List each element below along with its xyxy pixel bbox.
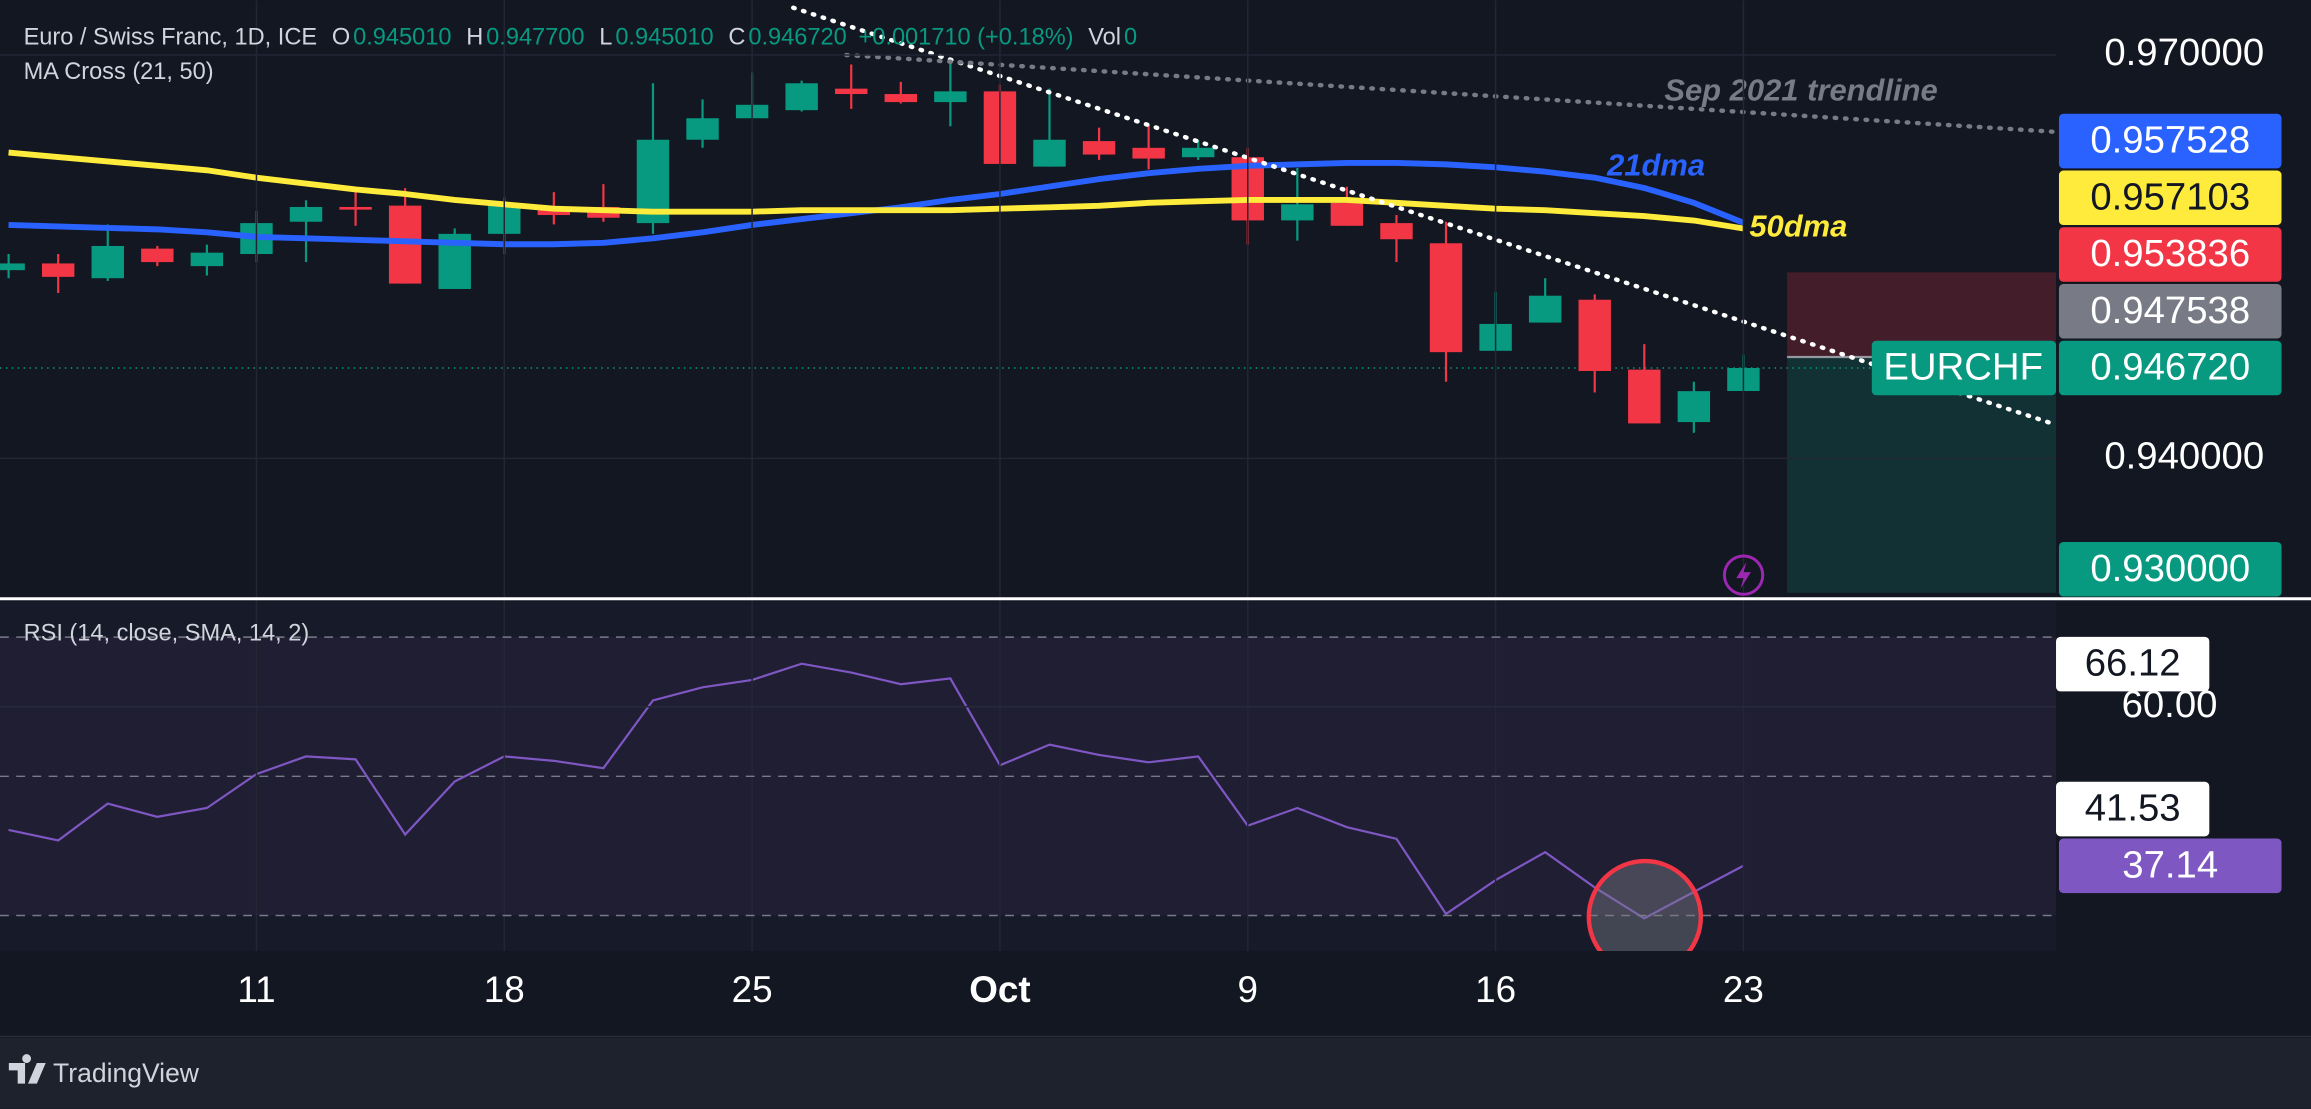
- logo-icon[interactable]: [8, 1054, 46, 1084]
- candle-body: [141, 248, 174, 263]
- price-label-box: [2058, 541, 2282, 597]
- price-label-box: [2058, 340, 2282, 396]
- trendline-label: Sep 2021 trendline: [1664, 72, 1937, 107]
- legend-value: 0.946720: [748, 24, 846, 50]
- candle-body: [1429, 243, 1463, 353]
- price-label: 0.957528: [2090, 119, 2250, 162]
- legend-value: 0.945010: [353, 24, 451, 50]
- candle-body: [1132, 147, 1165, 159]
- target-zone: [1787, 357, 2057, 593]
- candle-body: [289, 206, 323, 222]
- candle-body: [785, 83, 818, 111]
- x-tick-label: Oct: [969, 969, 1030, 1010]
- plot: Sep 2021 trendline 11 18 25 Oct 9 16 23 0.970000…: [0, 0, 2282, 1010]
- candle-body: [190, 252, 224, 267]
- legend-value: 0.947700: [486, 24, 584, 50]
- legend-value: 0.945010: [615, 24, 713, 50]
- candle-body: [1380, 223, 1413, 240]
- candle-body: [934, 91, 967, 103]
- x-tick-label: 25: [732, 969, 773, 1010]
- candle-body: [41, 263, 75, 277]
- price-label: 0.946720: [2090, 346, 2250, 389]
- highlight-circle: [1586, 858, 1704, 951]
- x-tick-label: 23: [1723, 969, 1764, 1010]
- candle-body: [1528, 295, 1562, 323]
- price-label: 66.12: [2085, 642, 2181, 685]
- candle-body: [1677, 391, 1711, 423]
- price-label-box: [2058, 838, 2282, 894]
- x-tick-label: 11: [237, 969, 275, 1010]
- rsi-line: [8, 662, 1744, 920]
- x-tick-label: 18: [484, 969, 525, 1010]
- candle-body: [686, 118, 719, 140]
- y-tick-label: 0.970000: [2104, 31, 2264, 74]
- candle-body: [0, 263, 25, 271]
- legend-value: +0.001710 (+0.18%): [859, 24, 1074, 50]
- trendline: [791, 5, 2057, 427]
- candle-body: [388, 205, 422, 284]
- symbol-label: EURCHF: [1883, 346, 2043, 389]
- price-label-box: [2058, 113, 2282, 169]
- candle-body: [1082, 141, 1116, 155]
- x-tick-label: 9: [1238, 969, 1258, 1010]
- candle-body: [884, 94, 918, 103]
- rsi-plot: [0, 637, 2057, 920]
- price-label: 0.930000: [2090, 547, 2250, 590]
- logo[interactable]: TradingView: [8, 1054, 200, 1088]
- legend-key: L: [599, 24, 612, 50]
- price-label: 41.53: [2085, 787, 2181, 830]
- ma-line: [8, 149, 1744, 232]
- legend-title: Euro / Swiss Franc, 1D, ICE: [24, 24, 318, 50]
- candle-body: [1330, 202, 1364, 226]
- rsi-title: RSI (14, close, SMA, 14, 2): [24, 619, 310, 645]
- ma-label: 21dma: [1606, 148, 1705, 183]
- legend-key: C: [728, 24, 745, 50]
- price-label-box: [2058, 227, 2282, 282]
- highlight: [1586, 858, 1704, 951]
- alert-icon[interactable]: [1722, 554, 1765, 596]
- y-tick-label: 0.940000: [2104, 434, 2264, 477]
- price-label: 37.14: [2122, 843, 2218, 886]
- candle-body: [1578, 299, 1611, 371]
- price-label-box: [2058, 284, 2282, 339]
- indicator-title: MA Cross (21, 50): [24, 58, 214, 84]
- price-label: 0.947538: [2090, 289, 2250, 332]
- ma-label: 50dma: [1749, 209, 1847, 244]
- legend-key: Vol: [1088, 24, 1121, 50]
- trendline: [844, 52, 2057, 135]
- legend-value: 0: [1124, 24, 1137, 50]
- legend-key: H: [466, 24, 483, 50]
- alert-bolt[interactable]: [1736, 561, 1751, 589]
- price-label-box: [2058, 170, 2282, 226]
- price-label-box: [2056, 636, 2210, 692]
- footer-bar: [0, 1037, 2311, 1109]
- symbol-label-box: [1871, 340, 2057, 396]
- x-tick-label: 16: [1475, 969, 1516, 1010]
- candle-body: [91, 245, 124, 279]
- candle-body: [1281, 204, 1314, 221]
- legend: Euro / Swiss Franc, 1D, ICE O 0.945010 H 0.9…: [24, 24, 1138, 50]
- alert-circle[interactable]: [1722, 554, 1765, 596]
- price-label: 0.953836: [2090, 232, 2250, 275]
- candle-body: [1033, 139, 1066, 167]
- price-label: 0.957103: [2090, 175, 2250, 218]
- candle-body: [339, 206, 372, 210]
- brand[interactable]: TradingView: [53, 1058, 200, 1088]
- candle-body: [1181, 147, 1215, 158]
- price-label-box: [2056, 781, 2210, 837]
- legend-key: O: [332, 24, 350, 50]
- candle-body: [835, 88, 868, 95]
- candle-body: [1628, 369, 1661, 424]
